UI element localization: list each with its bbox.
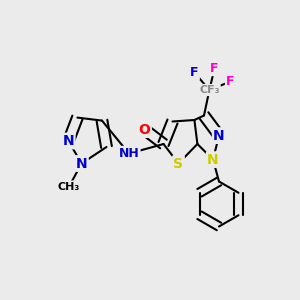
Text: CH₃: CH₃ — [58, 182, 80, 192]
Text: N: N — [63, 134, 74, 148]
Text: N: N — [213, 129, 225, 142]
Text: N: N — [76, 157, 87, 170]
Text: O: O — [139, 123, 151, 136]
Text: S: S — [173, 157, 184, 170]
Text: F: F — [210, 62, 219, 75]
Text: CF₃: CF₃ — [199, 85, 220, 95]
Text: F: F — [226, 75, 235, 88]
Text: NH: NH — [118, 147, 140, 160]
Text: N: N — [207, 153, 219, 166]
Text: F: F — [190, 66, 199, 79]
